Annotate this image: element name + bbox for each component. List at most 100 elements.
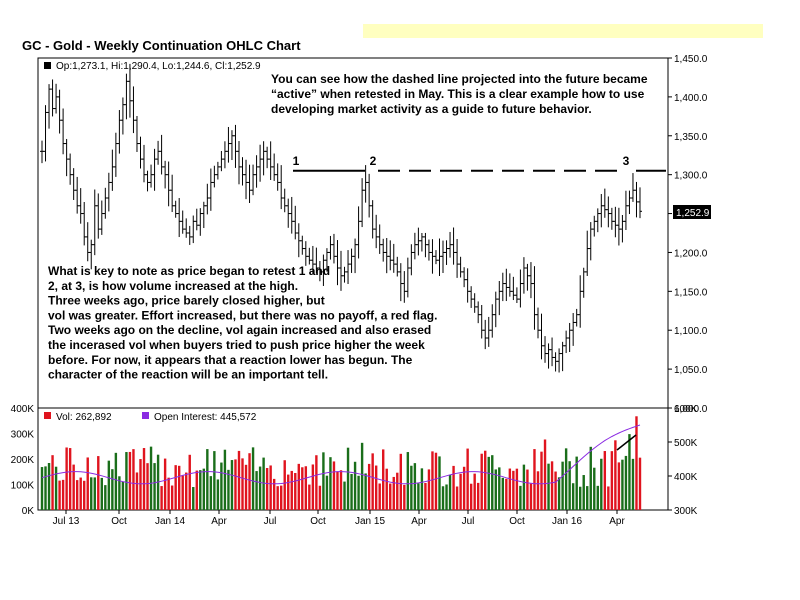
last-price-label: 1,252.9	[676, 208, 710, 219]
volume-bar	[195, 470, 198, 510]
volume-bar	[325, 475, 329, 510]
legend-oi: Open Interest: 445,572	[154, 412, 257, 423]
x-tick-label: Jul 13	[53, 516, 80, 527]
volume-bar	[202, 468, 206, 510]
volume-bar	[508, 468, 512, 510]
open-interest-line	[41, 424, 641, 485]
x-tick-label: Jul	[264, 516, 277, 527]
volume-bar	[448, 474, 452, 510]
volume-bar	[406, 452, 410, 510]
volume-bar	[223, 449, 227, 510]
volume-bar	[51, 455, 54, 510]
price-tick-label: 1,450.0	[674, 54, 708, 65]
volume-bar	[283, 460, 286, 510]
top-highlight-bar	[363, 24, 763, 38]
volume-bar	[216, 479, 220, 510]
volume-bar	[459, 473, 462, 510]
oi-tick-right: 600K	[674, 404, 698, 415]
x-tick-label: Apr	[211, 516, 227, 527]
volume-bar	[142, 448, 146, 510]
volume-bar	[491, 455, 494, 510]
volume-bar	[586, 486, 589, 510]
volume-tick-left: 400K	[11, 404, 35, 415]
volume-bar	[90, 477, 93, 510]
volume-bar	[438, 456, 441, 510]
price-tick-label: 1,400.0	[674, 93, 708, 104]
volume-bar	[561, 461, 564, 510]
annotation-bottom: What is key to note as price began to re…	[48, 264, 437, 382]
price-tick-label: 1,000.0	[674, 404, 708, 415]
volume-bar	[522, 464, 526, 510]
volume-bar	[227, 469, 230, 510]
volume-bar	[455, 486, 459, 510]
volume-bar	[132, 449, 135, 510]
volume-bar	[93, 477, 96, 510]
x-tick-label: Apr	[609, 516, 625, 527]
volume-bar	[600, 458, 603, 510]
volume-bar	[462, 466, 466, 510]
volume-bar	[533, 449, 536, 510]
volume-bar	[487, 456, 490, 510]
resistance-mark: 2	[370, 154, 377, 168]
volume-bar	[410, 465, 413, 510]
annotation-bottom-line: What is key to note as price began to re…	[48, 264, 330, 278]
volume-bar	[367, 463, 371, 510]
volume-bar	[550, 461, 554, 510]
volume-bar	[568, 461, 571, 510]
volume-bar	[174, 465, 177, 510]
volume-bar	[617, 462, 621, 510]
volume-bar	[83, 480, 86, 510]
volume-bar	[121, 481, 125, 510]
volume-bar	[255, 471, 258, 510]
volume-bar	[75, 480, 79, 510]
volume-bar	[593, 467, 596, 510]
volume-bar	[301, 467, 304, 510]
volume-bar	[146, 463, 149, 510]
volume-bar	[543, 439, 547, 510]
volume-bar	[631, 458, 635, 510]
volume-bar	[417, 483, 420, 510]
volume-bar	[473, 473, 476, 510]
volume-bar	[571, 483, 575, 510]
annotation-top-line: You can see how the dashed line projecte…	[271, 72, 648, 86]
volume-bar	[364, 473, 367, 510]
x-tick-label: Oct	[509, 516, 525, 527]
volume-bar	[610, 451, 614, 510]
volume-bar	[170, 485, 174, 510]
volume-bar	[294, 473, 297, 510]
volume-bar	[374, 465, 378, 510]
volume-bar	[350, 473, 353, 510]
price-tick-label: 1,100.0	[674, 326, 708, 337]
volume-bar	[582, 475, 585, 510]
volume-bar	[107, 460, 111, 510]
volume-bar	[241, 458, 244, 510]
volume-tick-left: 0K	[22, 506, 35, 517]
volume-bar	[589, 446, 592, 510]
volume-bar	[97, 456, 100, 510]
volume-bar	[104, 485, 107, 510]
volume-bar	[343, 481, 346, 510]
volume-bar	[529, 483, 533, 510]
volume-bar	[392, 476, 395, 510]
annotation-bottom-line: 2, at 3, is how volume increased at the …	[48, 279, 298, 293]
volume-bar	[125, 452, 128, 510]
volume-bar	[220, 462, 223, 510]
volume-bar	[596, 485, 599, 510]
volume-bar	[185, 472, 188, 510]
volume-bar	[403, 484, 406, 510]
volume-bar	[519, 485, 522, 510]
legend-vol: Vol: 262,892	[56, 412, 112, 423]
volume-bar	[621, 459, 624, 510]
volume-bar	[624, 455, 628, 510]
volume-bar	[501, 477, 505, 510]
volume-bar	[188, 454, 191, 510]
volume-bar	[280, 485, 283, 510]
volume-bar	[540, 451, 543, 510]
volume-bar	[484, 450, 487, 510]
volume-bar	[378, 483, 381, 510]
volume-bar	[557, 477, 561, 510]
volume-bar	[526, 469, 529, 510]
volume-bar	[135, 472, 139, 510]
price-tick-label: 1,050.0	[674, 365, 708, 376]
